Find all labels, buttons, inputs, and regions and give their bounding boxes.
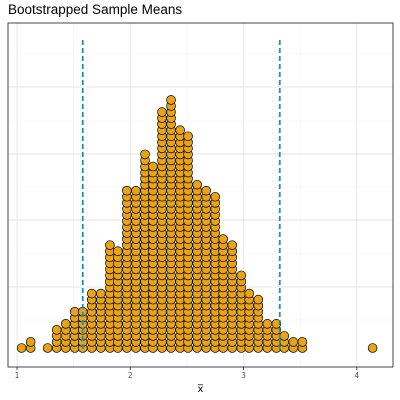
dot-point	[253, 294, 264, 305]
dot-point	[140, 149, 150, 160]
dot-point	[183, 131, 193, 142]
dot-point	[42, 343, 53, 353]
dot-point	[297, 337, 308, 347]
x-tick-label: 3	[241, 371, 246, 380]
reference-lines	[81, 40, 281, 352]
dot-series	[16, 95, 378, 353]
dot-point	[60, 318, 71, 329]
panel-border	[7, 22, 394, 368]
dot-point	[227, 240, 238, 250]
dot-point	[166, 95, 176, 105]
dot-point	[201, 185, 211, 196]
dot-point	[157, 107, 167, 117]
dot-point	[262, 318, 273, 329]
dot-point	[25, 337, 36, 347]
x-tick-label: 4	[354, 371, 359, 380]
dot-point	[218, 234, 228, 244]
dot-point	[192, 179, 202, 190]
dot-point	[70, 306, 80, 317]
x-tick-label: 2	[128, 371, 133, 380]
dot-point	[279, 331, 290, 341]
dot-point	[16, 343, 27, 353]
dot-point	[51, 325, 62, 335]
dot-point	[113, 246, 123, 256]
dot-point	[288, 337, 299, 347]
dot-point	[86, 288, 97, 299]
dot-point	[244, 288, 254, 299]
dot-point	[175, 125, 185, 135]
dot-point	[210, 191, 221, 202]
panel-border-rect	[7, 22, 394, 368]
dot-point	[367, 343, 378, 353]
x-tick-label: 1	[15, 371, 20, 380]
dot-point	[236, 270, 247, 281]
dot-point	[148, 161, 158, 172]
chart-title: Bootstrapped Sample Means	[8, 2, 183, 17]
dot-point	[96, 288, 106, 299]
dot-point	[122, 185, 132, 196]
dot-point	[271, 318, 282, 329]
dot-point	[131, 185, 141, 196]
dot-point	[105, 240, 115, 250]
x-axis-title: x̅	[197, 384, 204, 395]
x-axis: 1 2 3 4	[15, 367, 359, 380]
